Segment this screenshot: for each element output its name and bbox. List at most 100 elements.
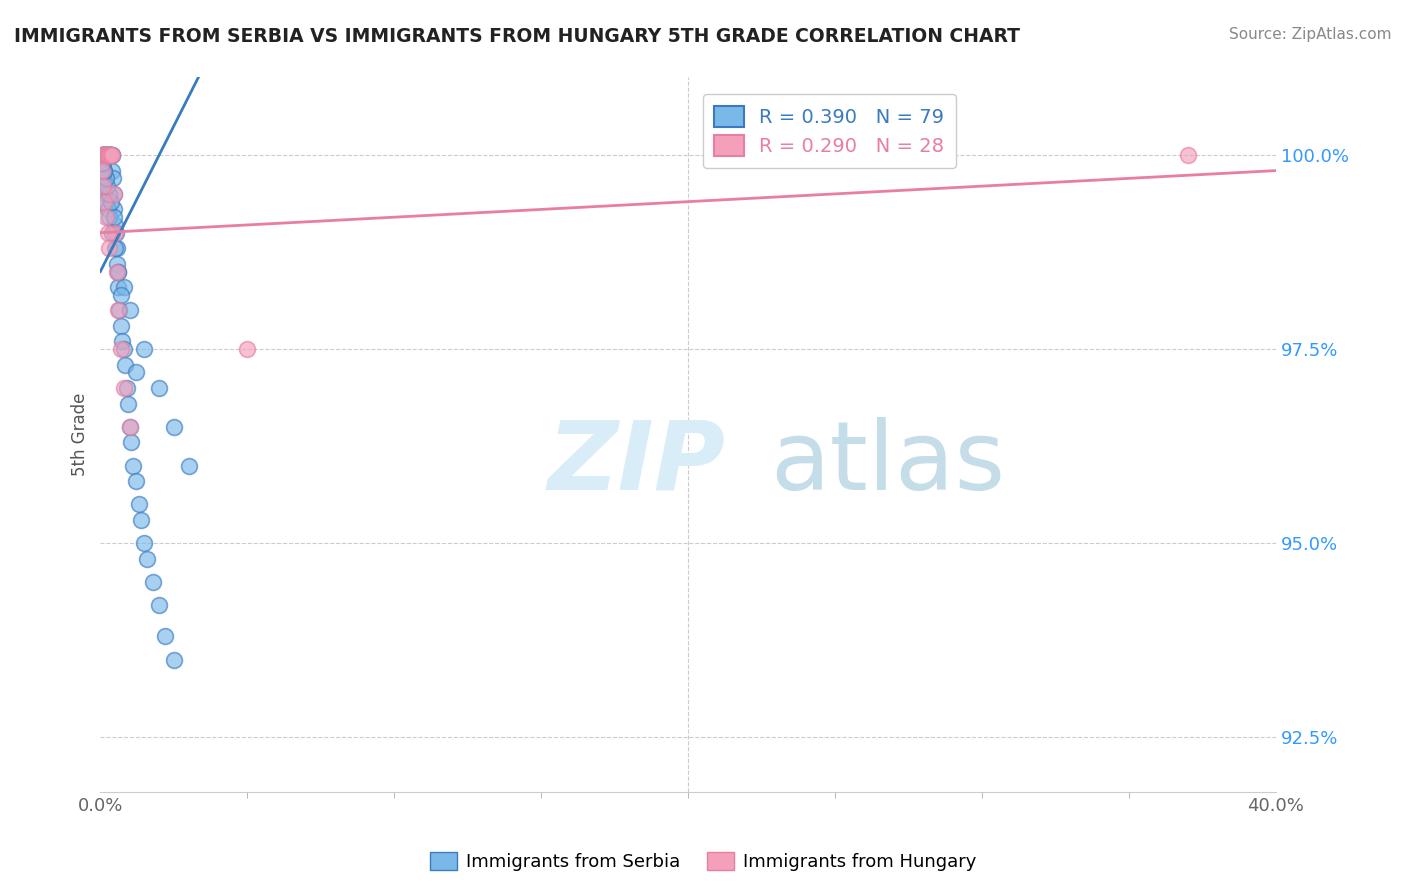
Point <box>97 226 120 240</box>
Point <box>148 599 170 613</box>
Point <box>91 179 114 194</box>
Point <box>93 148 115 162</box>
Point <box>131 513 153 527</box>
Point <box>163 419 186 434</box>
Point <box>107 264 129 278</box>
Point <box>142 575 165 590</box>
Point <box>98 210 121 224</box>
Point <box>97 202 120 217</box>
Point <box>91 148 114 162</box>
Point <box>103 210 125 224</box>
Point <box>107 280 129 294</box>
Point <box>96 148 118 162</box>
Point <box>104 218 127 232</box>
Point <box>90 148 112 162</box>
Point <box>118 419 141 434</box>
Point <box>98 148 121 162</box>
Point <box>101 171 124 186</box>
Point <box>93 179 115 194</box>
Point <box>96 148 118 162</box>
Point <box>107 303 129 318</box>
Point <box>100 194 122 209</box>
Point <box>110 288 132 302</box>
Point <box>91 156 114 170</box>
Y-axis label: 5th Grade: 5th Grade <box>72 392 89 476</box>
Point <box>134 342 156 356</box>
Point <box>91 156 114 170</box>
Point <box>91 171 114 186</box>
Point <box>124 366 146 380</box>
Point <box>110 318 132 333</box>
Point <box>136 551 159 566</box>
Point <box>108 303 131 318</box>
Point <box>94 148 117 162</box>
Point <box>148 381 170 395</box>
Text: Source: ZipAtlas.com: Source: ZipAtlas.com <box>1229 27 1392 42</box>
Legend: R = 0.390   N = 79, R = 0.290   N = 28: R = 0.390 N = 79, R = 0.290 N = 28 <box>703 95 956 168</box>
Text: atlas: atlas <box>770 417 1005 509</box>
Point <box>163 653 186 667</box>
Point <box>112 381 135 395</box>
Point <box>101 148 124 162</box>
Point <box>98 148 121 162</box>
Point <box>97 148 120 162</box>
Point <box>96 179 118 194</box>
Point <box>104 226 127 240</box>
Point <box>91 148 114 162</box>
Point <box>105 264 128 278</box>
Point <box>107 264 129 278</box>
Point <box>124 474 146 488</box>
Point <box>94 148 117 162</box>
Point <box>101 163 124 178</box>
Point <box>103 202 125 217</box>
Point <box>91 148 114 162</box>
Point <box>94 171 117 186</box>
Point <box>101 226 124 240</box>
Point <box>98 148 121 162</box>
Point <box>98 148 121 162</box>
Point <box>112 342 135 356</box>
Point <box>97 148 120 162</box>
Point <box>94 210 117 224</box>
Text: ZIP: ZIP <box>547 417 725 509</box>
Point <box>94 148 117 162</box>
Point <box>98 241 121 255</box>
Point <box>100 148 122 162</box>
Point <box>97 148 120 162</box>
Point <box>105 241 128 255</box>
Point <box>91 163 114 178</box>
Point <box>103 186 125 201</box>
Point <box>115 381 138 395</box>
Point <box>128 498 150 512</box>
Point <box>105 257 128 271</box>
Point <box>93 163 115 178</box>
Point <box>96 148 118 162</box>
Point <box>96 148 118 162</box>
Text: IMMIGRANTS FROM SERBIA VS IMMIGRANTS FROM HUNGARY 5TH GRADE CORRELATION CHART: IMMIGRANTS FROM SERBIA VS IMMIGRANTS FRO… <box>14 27 1021 45</box>
Point <box>236 342 259 356</box>
Point <box>94 186 117 201</box>
Point <box>118 303 141 318</box>
Point <box>134 536 156 550</box>
Point <box>104 226 127 240</box>
Point <box>91 148 114 162</box>
Point <box>91 148 114 162</box>
Point <box>96 194 118 209</box>
Point <box>114 358 136 372</box>
Point <box>153 629 176 643</box>
Point <box>96 148 118 162</box>
Point <box>120 435 142 450</box>
Point <box>100 148 122 162</box>
Point <box>100 148 122 162</box>
Point <box>93 163 115 178</box>
Point <box>97 186 120 201</box>
Point <box>117 396 139 410</box>
Point <box>91 148 114 162</box>
Point <box>118 419 141 434</box>
Point <box>97 148 120 162</box>
Point <box>101 148 124 162</box>
Point <box>103 186 125 201</box>
Point <box>90 156 112 170</box>
Point <box>177 458 200 473</box>
Point <box>111 334 134 349</box>
